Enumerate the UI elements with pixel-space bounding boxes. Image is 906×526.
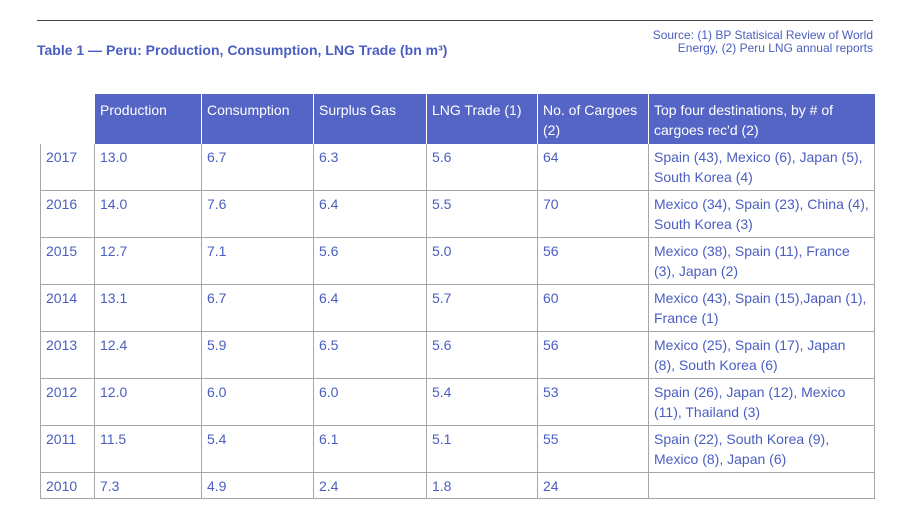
destinations-cell: Mexico (43), Spain (15),Japan (1), Franc…: [648, 284, 875, 332]
surplus-cell: 6.0: [313, 378, 427, 426]
production-cell: 7.3: [94, 472, 202, 499]
header-row: Production Consumption Surplus Gas LNG T…: [40, 94, 875, 144]
year-cell: 2014: [40, 284, 95, 332]
year-cell: 2016: [40, 190, 95, 238]
cargoes-cell: 56: [537, 237, 649, 285]
table-row: 2017 13.0 6.7 6.3 5.6 64 Spain (43), Mex…: [40, 144, 875, 191]
lng-trade-cell: 5.6: [426, 331, 538, 379]
surplus-cell: 6.4: [313, 284, 427, 332]
lng-trade-cell: 5.1: [426, 425, 538, 473]
lng-trade-cell: 5.5: [426, 190, 538, 238]
table-row: 2011 11.5 5.4 6.1 5.1 55 Spain (22), Sou…: [40, 425, 875, 473]
lng-trade-cell: 5.0: [426, 237, 538, 285]
consumption-cell: 6.7: [201, 144, 314, 191]
surplus-cell: 6.5: [313, 331, 427, 379]
year-cell: 2012: [40, 378, 95, 426]
header-surplus-gas: Surplus Gas: [313, 94, 427, 144]
table-row: 2016 14.0 7.6 6.4 5.5 70 Mexico (34), Sp…: [40, 190, 875, 238]
cargoes-cell: 53: [537, 378, 649, 426]
table-row: 2013 12.4 5.9 6.5 5.6 56 Mexico (25), Sp…: [40, 331, 875, 379]
surplus-cell: 6.3: [313, 144, 427, 191]
year-cell: 2010: [40, 472, 95, 499]
surplus-cell: 6.4: [313, 190, 427, 238]
year-cell: 2015: [40, 237, 95, 285]
surplus-cell: 6.1: [313, 425, 427, 473]
consumption-cell: 7.6: [201, 190, 314, 238]
consumption-cell: 5.4: [201, 425, 314, 473]
header-consumption: Consumption: [201, 94, 314, 144]
consumption-cell: 6.0: [201, 378, 314, 426]
header-lng-trade: LNG Trade (1): [426, 94, 538, 144]
production-cell: 14.0: [94, 190, 202, 238]
destinations-cell: Mexico (25), Spain (17), Japan (8), Sout…: [648, 331, 875, 379]
data-table: Production Consumption Surplus Gas LNG T…: [40, 94, 875, 499]
destinations-cell: Mexico (34), Spain (23), China (4), Sout…: [648, 190, 875, 238]
table-row: 2015 12.7 7.1 5.6 5.0 56 Mexico (38), Sp…: [40, 237, 875, 285]
year-cell: 2013: [40, 331, 95, 379]
cargoes-cell: 56: [537, 331, 649, 379]
production-cell: 11.5: [94, 425, 202, 473]
destinations-cell: Mexico (38), Spain (11), France (3), Jap…: [648, 237, 875, 285]
header-cargoes: No. of Cargoes (2): [537, 94, 649, 144]
table-row: 2010 7.3 4.9 2.4 1.8 24: [40, 472, 875, 499]
year-cell: 2017: [40, 144, 95, 191]
consumption-cell: 4.9: [201, 472, 314, 499]
lng-trade-cell: 1.8: [426, 472, 538, 499]
cargoes-cell: 24: [537, 472, 649, 499]
table-row: 2012 12.0 6.0 6.0 5.4 53 Spain (26), Jap…: [40, 378, 875, 426]
destinations-cell: [648, 472, 875, 499]
surplus-cell: 2.4: [313, 472, 427, 499]
year-cell: 2011: [40, 425, 95, 473]
lng-trade-cell: 5.4: [426, 378, 538, 426]
consumption-cell: 6.7: [201, 284, 314, 332]
header-destinations: Top four destinations, by # of cargoes r…: [648, 94, 875, 144]
destinations-cell: Spain (26), Japan (12), Mexico (11), Tha…: [648, 378, 875, 426]
production-cell: 12.7: [94, 237, 202, 285]
production-cell: 12.4: [94, 331, 202, 379]
cargoes-cell: 55: [537, 425, 649, 473]
table-title: Table 1 — Peru: Production, Consumption,…: [37, 42, 448, 58]
cargoes-cell: 60: [537, 284, 649, 332]
production-cell: 12.0: [94, 378, 202, 426]
top-rule: [37, 20, 873, 21]
cargoes-cell: 70: [537, 190, 649, 238]
consumption-cell: 5.9: [201, 331, 314, 379]
header-production: Production: [94, 94, 202, 144]
destinations-cell: Spain (43), Mexico (6), Japan (5), South…: [648, 144, 875, 191]
lng-trade-cell: 5.6: [426, 144, 538, 191]
source-note: Source: (1) BP Statisical Review of Worl…: [652, 28, 873, 55]
lng-trade-cell: 5.7: [426, 284, 538, 332]
production-cell: 13.1: [94, 284, 202, 332]
destinations-cell: Spain (22), South Korea (9), Mexico (8),…: [648, 425, 875, 473]
cargoes-cell: 64: [537, 144, 649, 191]
surplus-cell: 5.6: [313, 237, 427, 285]
table-row: 2014 13.1 6.7 6.4 5.7 60 Mexico (43), Sp…: [40, 284, 875, 332]
production-cell: 13.0: [94, 144, 202, 191]
header-year: [40, 94, 95, 144]
consumption-cell: 7.1: [201, 237, 314, 285]
